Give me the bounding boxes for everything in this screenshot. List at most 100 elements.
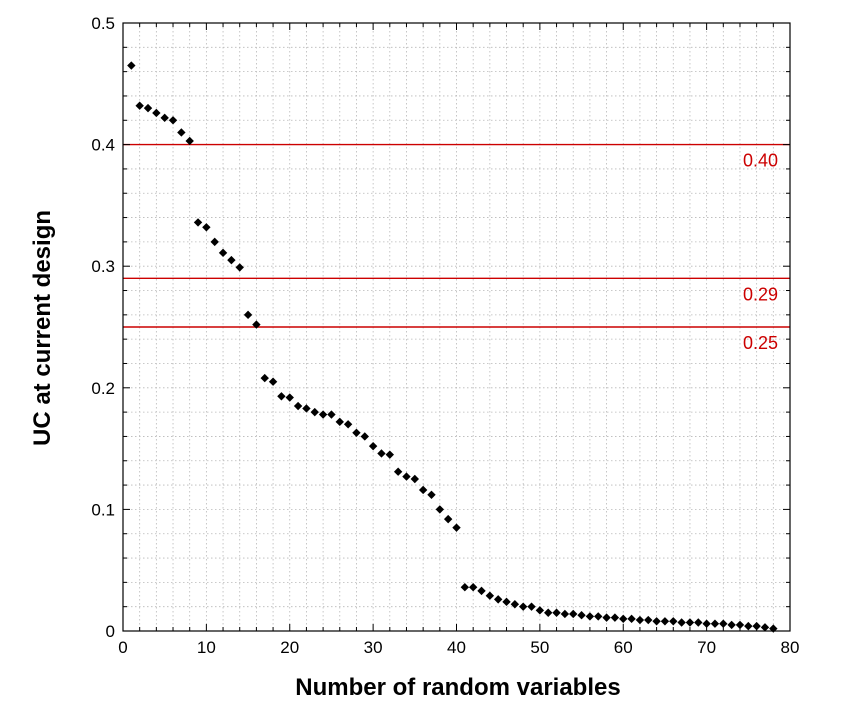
x-tick-label: 10 bbox=[197, 638, 216, 657]
data-point bbox=[752, 621, 761, 631]
data-point bbox=[577, 610, 586, 620]
x-tick-label: 80 bbox=[781, 638, 800, 657]
data-point bbox=[135, 101, 144, 110]
data-point bbox=[227, 255, 236, 265]
data-point bbox=[143, 103, 153, 113]
data-point bbox=[285, 393, 294, 402]
data-point bbox=[594, 612, 603, 621]
data-point bbox=[410, 474, 420, 484]
data-point bbox=[452, 523, 461, 532]
data-point bbox=[460, 583, 470, 592]
x-tick-label: 50 bbox=[530, 638, 549, 657]
data-point bbox=[377, 449, 386, 458]
data-point bbox=[569, 609, 578, 619]
data-point bbox=[635, 615, 645, 625]
data-point bbox=[152, 108, 161, 118]
data-point bbox=[160, 113, 169, 123]
data-point bbox=[560, 609, 570, 619]
x-tick-label: 60 bbox=[614, 638, 633, 657]
data-point bbox=[318, 410, 328, 419]
data-point bbox=[760, 623, 770, 632]
data-point bbox=[268, 377, 278, 386]
data-point bbox=[260, 373, 269, 383]
data-point bbox=[702, 619, 711, 628]
data-point bbox=[502, 597, 511, 607]
data-point bbox=[710, 619, 720, 628]
y-tick-label: 0.5 bbox=[91, 14, 115, 33]
data-point bbox=[610, 613, 620, 622]
data-point bbox=[485, 591, 495, 600]
data-point bbox=[644, 615, 653, 625]
data-point bbox=[393, 467, 403, 476]
data-point bbox=[627, 614, 636, 624]
data-point bbox=[185, 136, 194, 146]
data-point bbox=[202, 223, 211, 232]
data-point bbox=[585, 612, 595, 621]
data-point bbox=[619, 614, 628, 624]
data-point bbox=[727, 620, 736, 630]
data-point bbox=[535, 606, 545, 615]
data-point bbox=[719, 619, 728, 628]
data-point bbox=[418, 485, 428, 495]
data-point bbox=[277, 392, 286, 401]
x-tick-label: 0 bbox=[118, 638, 127, 657]
data-point bbox=[435, 505, 445, 514]
data-point bbox=[602, 613, 611, 622]
data-point bbox=[352, 428, 361, 437]
data-point bbox=[368, 441, 378, 451]
data-point bbox=[168, 116, 178, 125]
data-point bbox=[243, 310, 253, 320]
axes bbox=[122, 22, 791, 632]
x-tick-label: 30 bbox=[364, 638, 383, 657]
data-point bbox=[735, 620, 745, 630]
data-point bbox=[252, 320, 261, 329]
reference-line-label: 0.25 bbox=[743, 333, 778, 353]
data-point bbox=[327, 410, 336, 419]
data-point bbox=[302, 404, 311, 413]
data-point bbox=[544, 608, 553, 617]
y-axis-title: UC at current design bbox=[29, 210, 56, 446]
y-tick-label: 0 bbox=[106, 622, 115, 641]
data-points bbox=[127, 61, 778, 633]
data-point bbox=[443, 514, 453, 524]
data-point bbox=[677, 618, 686, 627]
data-point bbox=[685, 618, 695, 627]
data-point bbox=[210, 237, 219, 247]
tick-labels: 0 10 20 30 40 50 60 70 80 0 0.1 0.2 0.3 0.4 0.5 bbox=[91, 14, 799, 657]
reference-line-label: 0.40 bbox=[743, 151, 778, 171]
data-point bbox=[218, 248, 228, 258]
data-point bbox=[360, 432, 369, 441]
data-point bbox=[477, 586, 486, 596]
x-axis-title: Number of random variables bbox=[295, 674, 620, 701]
data-point bbox=[402, 472, 411, 481]
data-point bbox=[660, 617, 670, 626]
data-point bbox=[527, 602, 536, 611]
data-point bbox=[493, 595, 503, 604]
x-tick-label: 20 bbox=[280, 638, 299, 657]
y-tick-label: 0.2 bbox=[91, 379, 115, 398]
y-tick-label: 0.3 bbox=[91, 257, 115, 276]
data-point bbox=[310, 407, 319, 417]
data-point bbox=[552, 608, 561, 617]
data-point bbox=[293, 401, 303, 411]
data-point bbox=[385, 450, 394, 459]
data-point bbox=[335, 417, 344, 427]
data-point bbox=[519, 602, 528, 611]
y-tick-label: 0.4 bbox=[91, 136, 115, 155]
data-point bbox=[127, 61, 136, 70]
y-tick-label: 0.1 bbox=[91, 500, 115, 519]
data-point bbox=[343, 420, 353, 429]
data-point bbox=[235, 263, 244, 272]
reference-line-label: 0.29 bbox=[743, 284, 778, 304]
reference-lines: 0.40 0.29 0.25 bbox=[123, 143, 790, 353]
data-point bbox=[744, 621, 753, 631]
data-point bbox=[669, 617, 678, 626]
data-point bbox=[193, 218, 203, 227]
x-tick-label: 40 bbox=[447, 638, 466, 657]
data-point bbox=[427, 490, 436, 500]
data-point bbox=[468, 583, 478, 592]
data-point bbox=[652, 617, 661, 626]
data-point bbox=[177, 128, 186, 137]
data-point bbox=[510, 600, 520, 609]
